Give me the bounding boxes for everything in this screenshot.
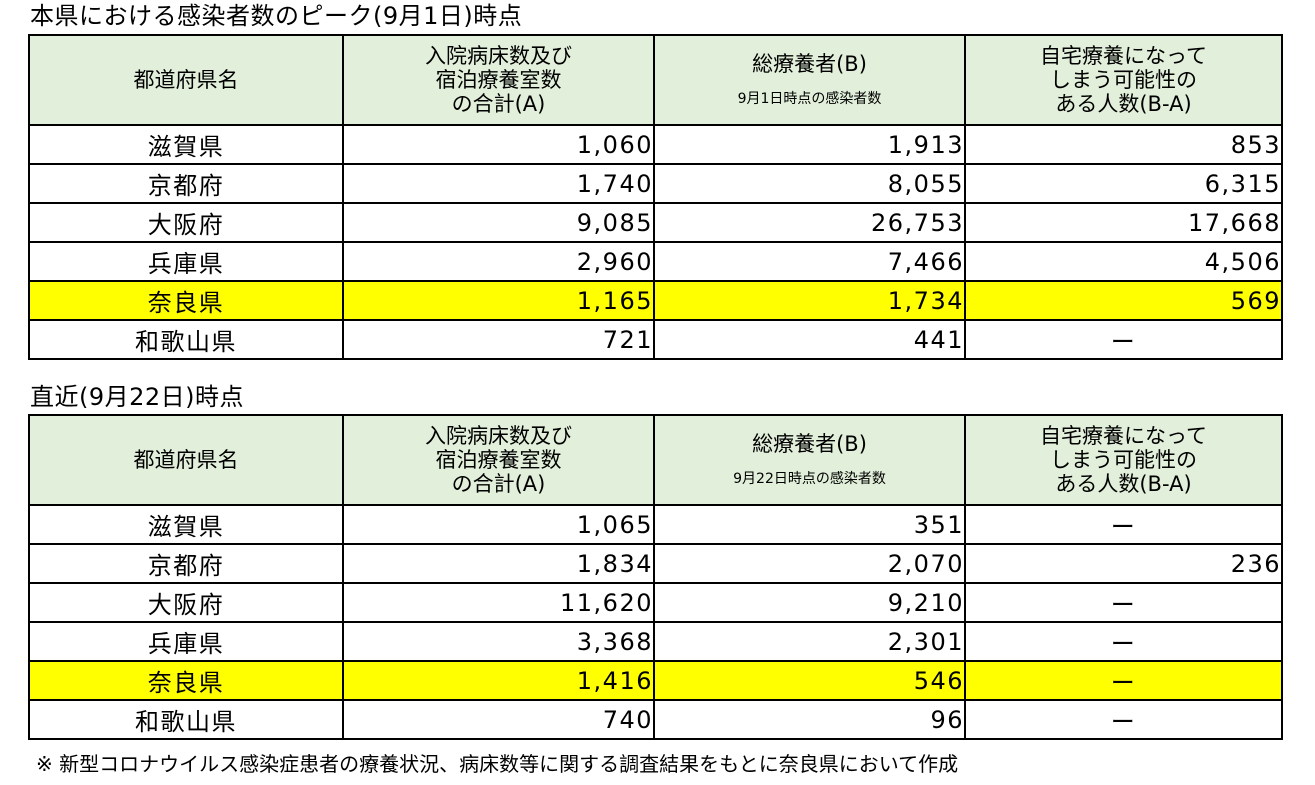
- header-home: 自宅療養になって しまう可能性の ある人数(B-A): [964, 34, 1283, 126]
- table-row: 兵庫県 2,960 7,466 4,506: [28, 241, 1283, 282]
- home-cell: 6,315: [964, 163, 1283, 204]
- beds-cell: 1,165: [342, 280, 655, 321]
- header-beds-line3: の合計(A): [451, 472, 546, 496]
- beds-cell: 740: [342, 699, 655, 740]
- home-cell: ー: [964, 582, 1283, 623]
- header-beds-line2: 宿泊療養室数: [435, 68, 562, 92]
- total-cell: 1,913: [653, 124, 966, 165]
- table-row: 奈良県 1,165 1,734 569: [28, 280, 1283, 321]
- prefecture-cell: 京都府: [28, 543, 344, 584]
- beds-cell: 1,065: [342, 504, 655, 545]
- recent-table: 都道府県名 入院病床数及び 宿泊療養室数 の合計(A) 総療養者(B) 9月22…: [28, 414, 1283, 740]
- prefecture-cell: 大阪府: [28, 582, 344, 623]
- home-cell: ー: [964, 504, 1283, 545]
- header-prefecture: 都道府県名: [28, 34, 344, 126]
- table-row: 大阪府 11,620 9,210 ー: [28, 582, 1283, 623]
- header-home-line3: ある人数(B-A): [1055, 92, 1192, 116]
- table-header-row: 都道府県名 入院病床数及び 宿泊療養室数 の合計(A) 総療養者(B) 9月1日…: [28, 34, 1283, 126]
- total-cell: 7,466: [653, 241, 966, 282]
- table-row: 京都府 1,834 2,070 236: [28, 543, 1283, 584]
- table-header-row: 都道府県名 入院病床数及び 宿泊療養室数 の合計(A) 総療養者(B) 9月22…: [28, 414, 1283, 506]
- home-cell: 17,668: [964, 202, 1283, 243]
- header-home-line1: 自宅療養になって: [1040, 44, 1207, 68]
- total-cell: 96: [653, 699, 966, 740]
- header-total-sub: 9月1日時点の感染者数: [737, 91, 882, 107]
- total-cell: 2,301: [653, 621, 966, 662]
- prefecture-cell: 奈良県: [28, 660, 344, 701]
- total-cell: 2,070: [653, 543, 966, 584]
- total-cell: 8,055: [653, 163, 966, 204]
- header-home-line3: ある人数(B-A): [1055, 472, 1192, 496]
- home-cell: ー: [964, 660, 1283, 701]
- home-cell: ー: [964, 621, 1283, 662]
- header-home: 自宅療養になって しまう可能性の ある人数(B-A): [964, 414, 1283, 506]
- prefecture-cell: 京都府: [28, 163, 344, 204]
- home-cell: 569: [964, 280, 1283, 321]
- total-cell: 1,734: [653, 280, 966, 321]
- prefecture-cell: 奈良県: [28, 280, 344, 321]
- beds-cell: 3,368: [342, 621, 655, 662]
- table-row: 兵庫県 3,368 2,301 ー: [28, 621, 1283, 662]
- table-row: 滋賀県 1,065 351 ー: [28, 504, 1283, 545]
- prefecture-cell: 滋賀県: [28, 504, 344, 545]
- total-cell: 26,753: [653, 202, 966, 243]
- header-prefecture: 都道府県名: [28, 414, 344, 506]
- footnote: ※ 新型コロナウイルス感染症患者の療養状況、病床数等に関する調査結果をもとに奈良…: [36, 752, 959, 776]
- header-beds-line1: 入院病床数及び: [425, 44, 572, 68]
- header-home-line2: しまう可能性の: [1050, 448, 1197, 472]
- header-beds-line1: 入院病床数及び: [425, 424, 572, 448]
- section-title-recent: 直近(9月22日)時点: [30, 383, 245, 411]
- peak-table: 都道府県名 入院病床数及び 宿泊療養室数 の合計(A) 総療養者(B) 9月1日…: [28, 34, 1283, 360]
- header-beds-line2: 宿泊療養室数: [435, 448, 562, 472]
- beds-cell: 2,960: [342, 241, 655, 282]
- prefecture-cell: 兵庫県: [28, 621, 344, 662]
- table-row: 奈良県 1,416 546 ー: [28, 660, 1283, 701]
- header-beds: 入院病床数及び 宿泊療養室数 の合計(A): [342, 34, 655, 126]
- prefecture-cell: 兵庫県: [28, 241, 344, 282]
- table-row: 滋賀県 1,060 1,913 853: [28, 124, 1283, 165]
- header-home-line2: しまう可能性の: [1050, 68, 1197, 92]
- total-cell: 9,210: [653, 582, 966, 623]
- beds-cell: 1,834: [342, 543, 655, 584]
- beds-cell: 1,416: [342, 660, 655, 701]
- table-row: 和歌山県 740 96 ー: [28, 699, 1283, 740]
- home-cell: ー: [964, 699, 1283, 740]
- header-total: 総療養者(B) 9月1日時点の感染者数: [653, 34, 966, 126]
- section-title-peak: 本県における感染者数のピーク(9月1日)時点: [30, 2, 523, 30]
- header-beds: 入院病床数及び 宿泊療養室数 の合計(A): [342, 414, 655, 506]
- beds-cell: 1,740: [342, 163, 655, 204]
- beds-cell: 11,620: [342, 582, 655, 623]
- prefecture-cell: 大阪府: [28, 202, 344, 243]
- table-row: 和歌山県 721 441 ー: [28, 319, 1283, 360]
- header-total: 総療養者(B) 9月22日時点の感染者数: [653, 414, 966, 506]
- table-row: 大阪府 9,085 26,753 17,668: [28, 202, 1283, 243]
- beds-cell: 1,060: [342, 124, 655, 165]
- prefecture-cell: 和歌山県: [28, 699, 344, 740]
- header-total-sub: 9月22日時点の感染者数: [733, 471, 886, 487]
- table-row: 京都府 1,740 8,055 6,315: [28, 163, 1283, 204]
- total-cell: 441: [653, 319, 966, 360]
- header-beds-line3: の合計(A): [451, 92, 546, 116]
- total-cell: 546: [653, 660, 966, 701]
- prefecture-cell: 滋賀県: [28, 124, 344, 165]
- header-home-line1: 自宅療養になって: [1040, 424, 1207, 448]
- header-total-label: 総療養者(B): [752, 432, 867, 456]
- beds-cell: 721: [342, 319, 655, 360]
- home-cell: 4,506: [964, 241, 1283, 282]
- home-cell: 236: [964, 543, 1283, 584]
- total-cell: 351: [653, 504, 966, 545]
- header-total-label: 総療養者(B): [752, 52, 867, 76]
- home-cell: 853: [964, 124, 1283, 165]
- beds-cell: 9,085: [342, 202, 655, 243]
- prefecture-cell: 和歌山県: [28, 319, 344, 360]
- home-cell: ー: [964, 319, 1283, 360]
